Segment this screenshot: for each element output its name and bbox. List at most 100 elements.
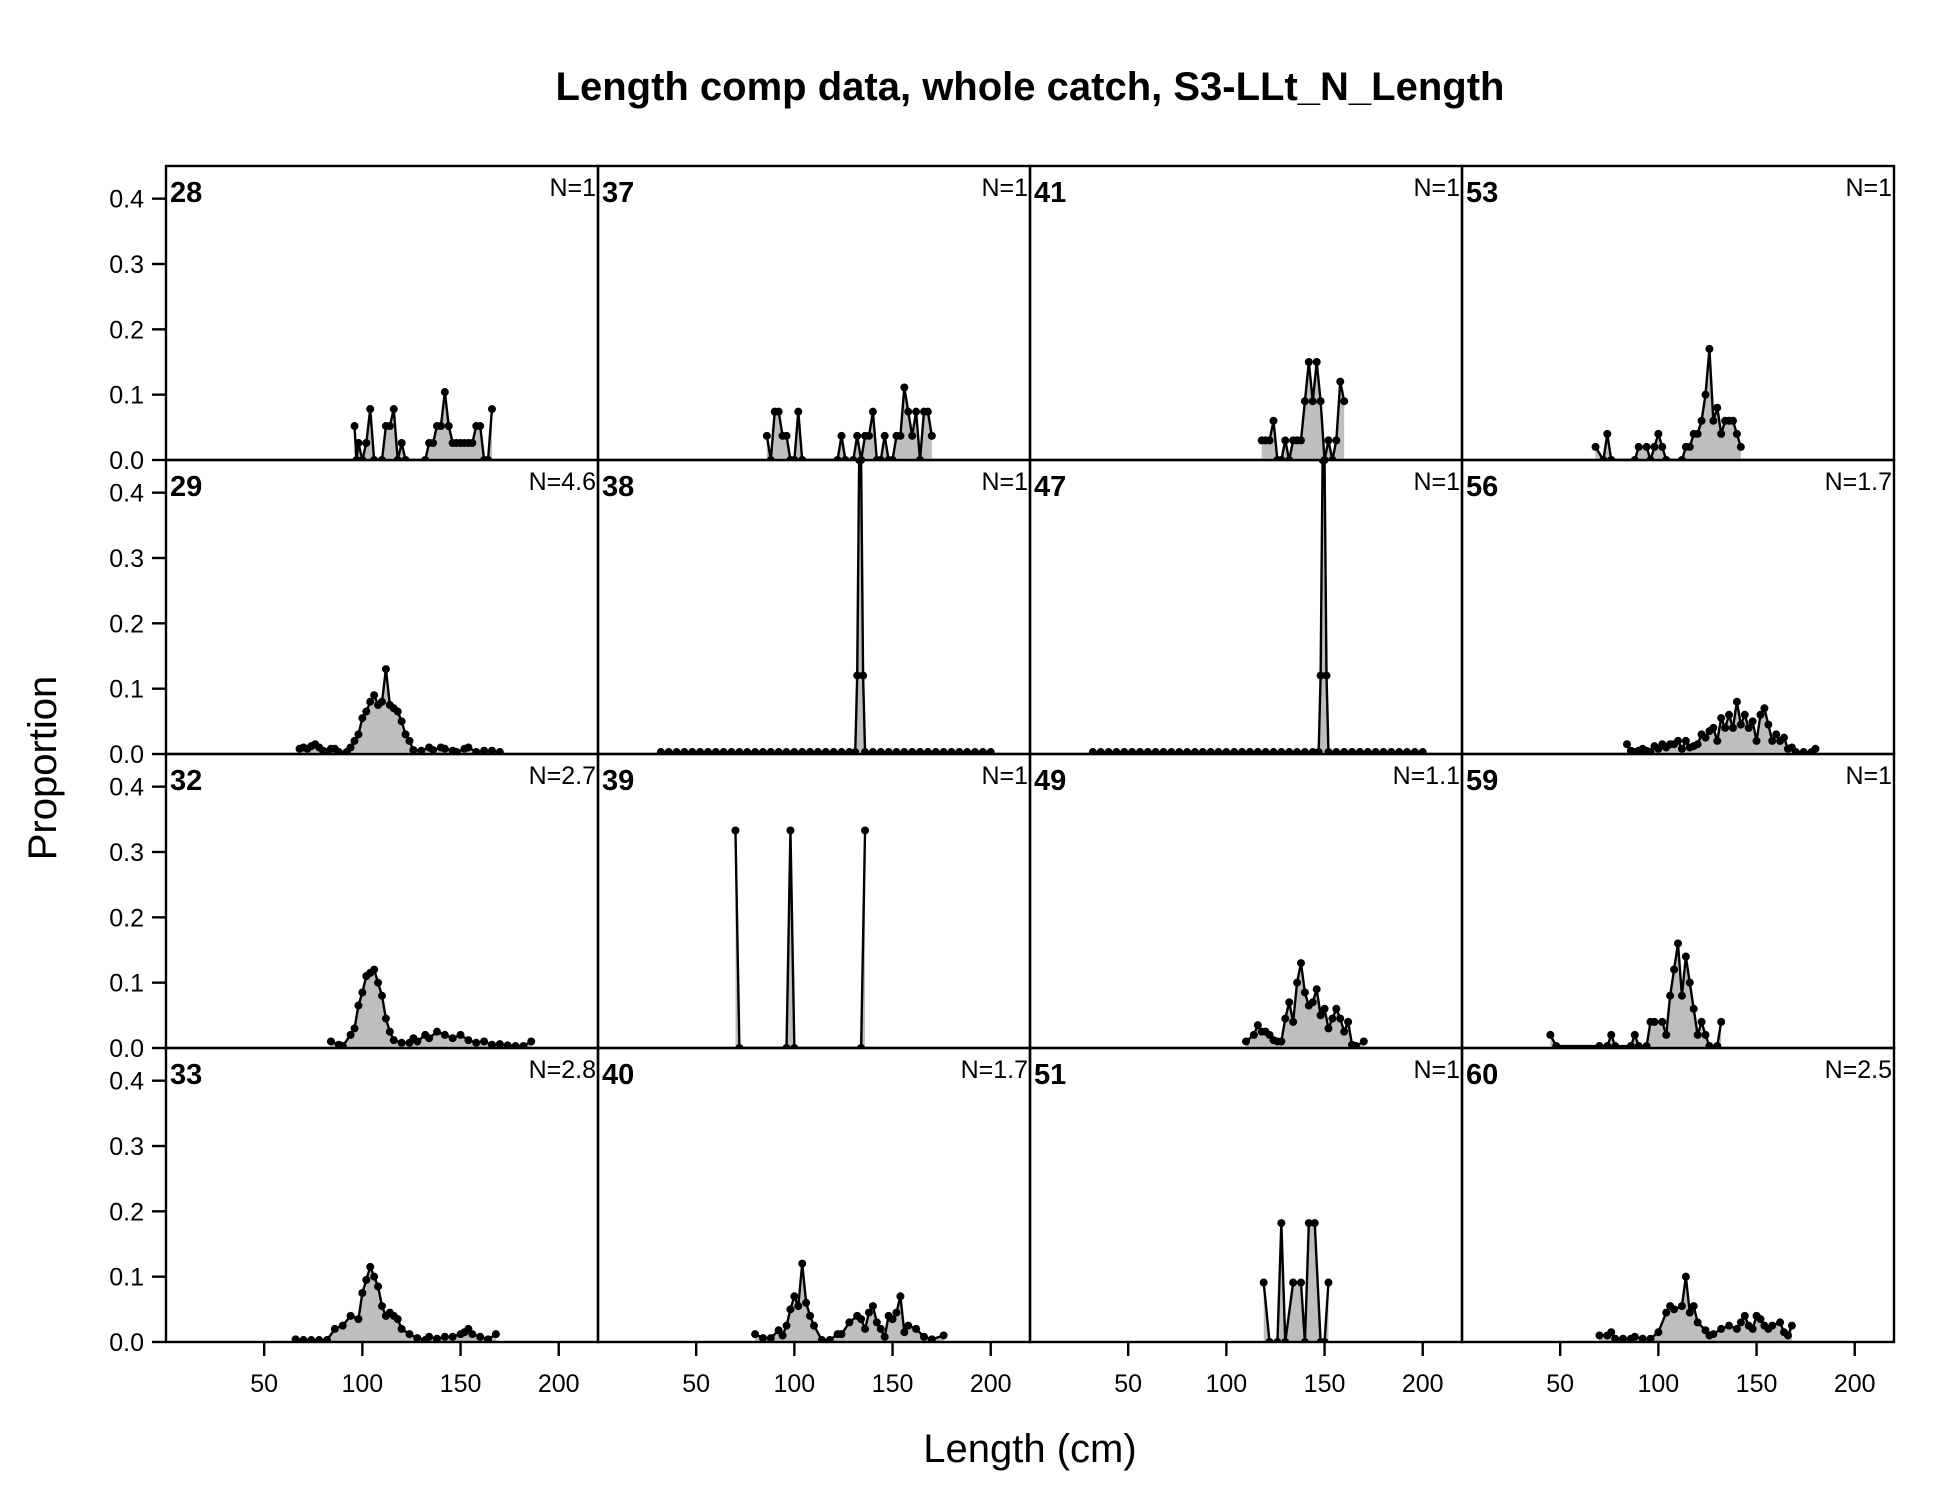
data-point bbox=[1670, 1305, 1679, 1314]
data-point bbox=[1222, 748, 1231, 754]
panel-label: 38 bbox=[602, 471, 634, 503]
data-point bbox=[417, 746, 426, 754]
data-point bbox=[1135, 748, 1144, 754]
data-point bbox=[511, 1042, 520, 1048]
data-point bbox=[326, 1037, 335, 1046]
data-point bbox=[963, 748, 972, 754]
y-tick-label: 0.4 bbox=[109, 1068, 144, 1096]
data-point bbox=[868, 1302, 877, 1311]
data-point bbox=[1654, 1328, 1663, 1337]
data-point bbox=[1744, 723, 1753, 732]
y-tick-label: 0.1 bbox=[109, 382, 144, 410]
data-point bbox=[495, 1040, 504, 1048]
y-tick-label: 0.0 bbox=[109, 1329, 144, 1357]
data-point bbox=[896, 1292, 905, 1301]
data-point bbox=[892, 748, 901, 754]
data-point bbox=[1693, 429, 1702, 438]
data-point bbox=[1324, 1278, 1333, 1287]
data-point bbox=[1713, 403, 1722, 412]
data-point bbox=[896, 431, 905, 440]
data-point bbox=[354, 439, 363, 448]
data-point bbox=[468, 439, 477, 448]
panel-border bbox=[596, 164, 1032, 462]
data-point bbox=[487, 1040, 496, 1048]
data-point bbox=[425, 1034, 434, 1043]
data-point bbox=[971, 748, 980, 754]
data-point bbox=[472, 748, 481, 754]
data-point bbox=[1689, 1302, 1698, 1311]
data-point bbox=[884, 748, 893, 754]
y-tick-label: 0.3 bbox=[109, 251, 144, 279]
data-point bbox=[315, 1336, 324, 1342]
data-point bbox=[370, 691, 379, 700]
data-point bbox=[1304, 358, 1313, 366]
data-point bbox=[1638, 1334, 1647, 1342]
data-point bbox=[1395, 748, 1404, 754]
x-tick-label: 200 bbox=[538, 1370, 580, 1398]
panel-plot-area bbox=[731, 826, 870, 1048]
data-point bbox=[727, 748, 736, 754]
sample-size-label: N=2.8 bbox=[529, 1056, 596, 1084]
data-point bbox=[487, 405, 496, 414]
panel-border bbox=[1028, 458, 1464, 756]
data-point bbox=[853, 431, 862, 440]
panel-plot-area bbox=[762, 383, 936, 460]
data-point bbox=[1681, 952, 1690, 961]
data-point bbox=[774, 748, 783, 754]
data-point bbox=[908, 748, 917, 754]
sample-size-label: N=1 bbox=[549, 174, 596, 202]
y-tick-label: 0.1 bbox=[109, 970, 144, 998]
data-point bbox=[1811, 744, 1820, 753]
panel-label: 49 bbox=[1034, 765, 1066, 797]
data-point bbox=[1705, 1042, 1714, 1048]
y-axis-title: Proportion bbox=[21, 676, 65, 861]
data-point bbox=[892, 1308, 901, 1317]
data-point bbox=[904, 1321, 913, 1330]
data-point bbox=[1206, 748, 1215, 754]
data-point bbox=[1293, 978, 1302, 987]
data-point bbox=[798, 1259, 807, 1268]
y-tick-label: 0.4 bbox=[109, 480, 144, 508]
data-point bbox=[861, 1324, 870, 1333]
data-point bbox=[1088, 748, 1097, 754]
data-point bbox=[1245, 748, 1254, 754]
data-point bbox=[1713, 736, 1722, 745]
data-point bbox=[1768, 1321, 1777, 1330]
data-point bbox=[1183, 748, 1192, 754]
panel-border bbox=[596, 752, 1032, 1050]
data-point bbox=[1783, 1331, 1792, 1340]
data-point bbox=[880, 1332, 889, 1341]
data-point bbox=[1296, 1278, 1305, 1287]
data-point bbox=[350, 736, 359, 745]
y-tick-label: 0.2 bbox=[109, 610, 144, 638]
data-point bbox=[330, 1324, 339, 1333]
data-point bbox=[1697, 416, 1706, 425]
data-point bbox=[495, 748, 504, 754]
data-point bbox=[1261, 748, 1270, 754]
data-point bbox=[908, 431, 917, 440]
y-tick-label: 0.3 bbox=[109, 839, 144, 867]
x-tick-label: 150 bbox=[440, 1370, 482, 1398]
data-point bbox=[1732, 1324, 1741, 1333]
data-point bbox=[358, 714, 367, 723]
data-point bbox=[837, 1330, 846, 1339]
data-point bbox=[1681, 736, 1690, 745]
data-point bbox=[859, 671, 868, 680]
data-point bbox=[1363, 748, 1372, 754]
data-point bbox=[864, 1308, 873, 1317]
data-point bbox=[1314, 748, 1323, 754]
data-point bbox=[1701, 1030, 1710, 1039]
distribution-area bbox=[1550, 943, 1722, 1048]
data-point bbox=[436, 422, 445, 431]
data-point bbox=[1277, 748, 1286, 754]
data-point bbox=[440, 388, 449, 397]
data-point bbox=[837, 431, 846, 440]
data-point bbox=[1760, 704, 1769, 713]
data-point bbox=[397, 1324, 406, 1333]
data-point bbox=[1732, 429, 1741, 438]
data-point bbox=[1324, 748, 1333, 754]
data-point bbox=[766, 748, 775, 754]
data-point bbox=[1630, 1030, 1639, 1039]
data-point bbox=[1281, 1014, 1290, 1023]
data-point bbox=[1634, 442, 1643, 451]
